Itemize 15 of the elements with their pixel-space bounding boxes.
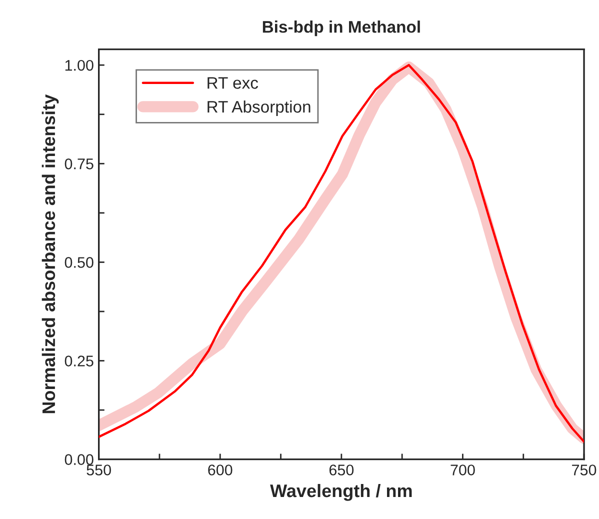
legend-label: RT Absorption (208, 100, 310, 116)
x-tick-label: 550 (86, 464, 111, 476)
y-tick-label: 0.75 (64, 158, 94, 170)
y-tick-label: 0.00 (64, 454, 94, 465)
x-axis-title: Wavelength / nm (270, 484, 412, 501)
y-tick-label: 1.00 (65, 60, 94, 71)
y-tick-label: 0.50 (64, 257, 94, 268)
legend-label: RT exc (208, 77, 258, 89)
x-tick-label: 600 (208, 464, 232, 476)
x-tick-label: 700 (450, 464, 475, 476)
y-tick-label: 0.25 (64, 356, 94, 366)
chart-title: Bis-bdp in Methanol (262, 20, 420, 36)
x-tick-label: 750 (572, 464, 596, 476)
y-axis-title: Normalized absorbance and intensity (42, 94, 59, 414)
x-tick-label: 650 (329, 464, 354, 476)
